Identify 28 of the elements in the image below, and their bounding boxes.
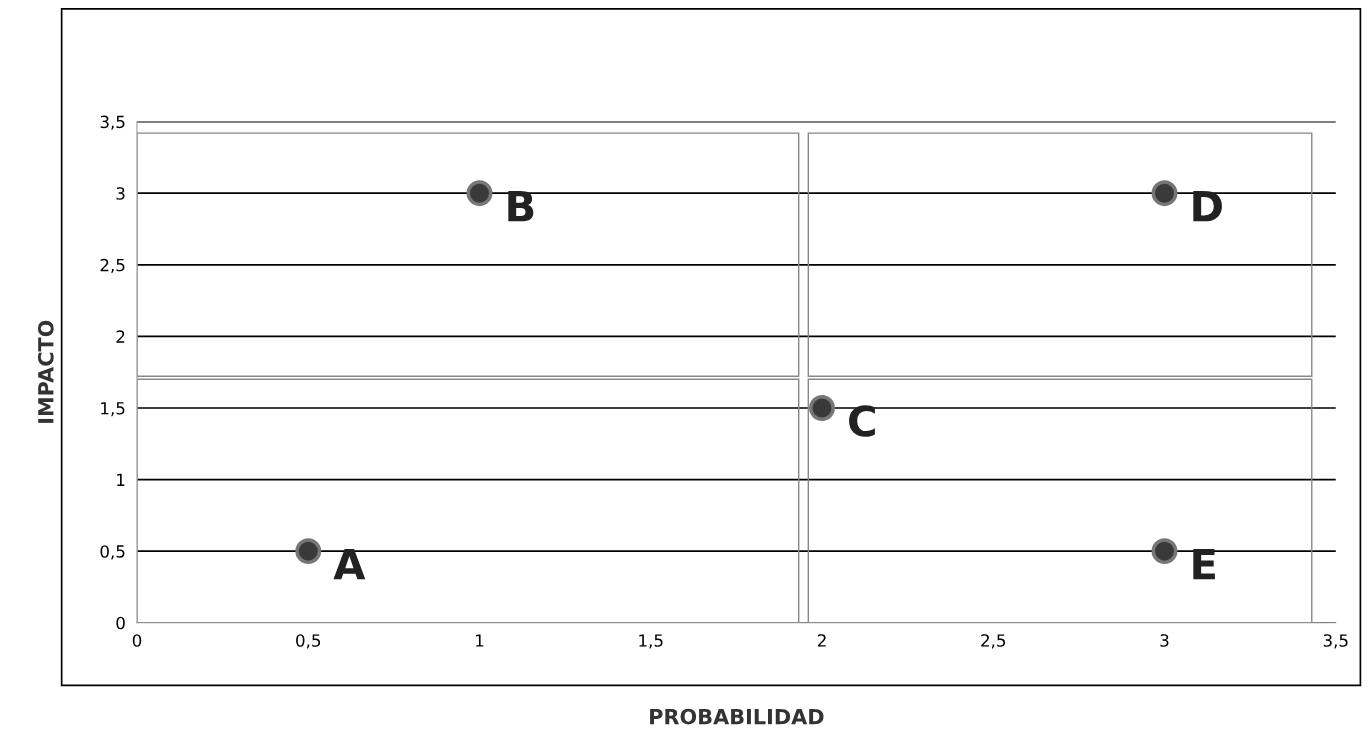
x-tick-label: 3 [1160,634,1169,647]
point [295,538,322,565]
y-tick-label: 1 [117,473,125,486]
x-tick-label: 3,5 [1323,634,1348,649]
y-tick-label: 0 [116,616,125,630]
x-tick-label: 0,5 [296,634,321,649]
point [1151,180,1178,207]
annotation: C [849,405,875,437]
y-tick-label: 2 [116,330,125,343]
annotation: B [508,190,534,222]
point [466,180,493,207]
x-tick-label: 2 [817,634,826,647]
x-axis-title: PROBABILIDAD [650,708,824,725]
y-tick-label: 1,5 [101,402,125,417]
point [809,395,835,421]
x-tick-label: 1 [476,634,484,647]
x-tick-label: 1,5 [639,634,663,649]
x-tick-label: 2,5 [981,634,1006,649]
annotation: D [1193,190,1222,222]
y-tick-label: 3 [116,187,125,200]
y-tick-label: 2,5 [100,258,125,274]
y-tick-label: 0,5 [100,545,125,560]
y-tick-label: 3,5 [100,115,125,130]
x-tick-label: 0 [132,634,142,647]
y-axis-title: IMPACTO [37,320,54,423]
annotation: A [333,548,366,580]
point [1151,538,1178,565]
annotation: E [1193,548,1215,580]
